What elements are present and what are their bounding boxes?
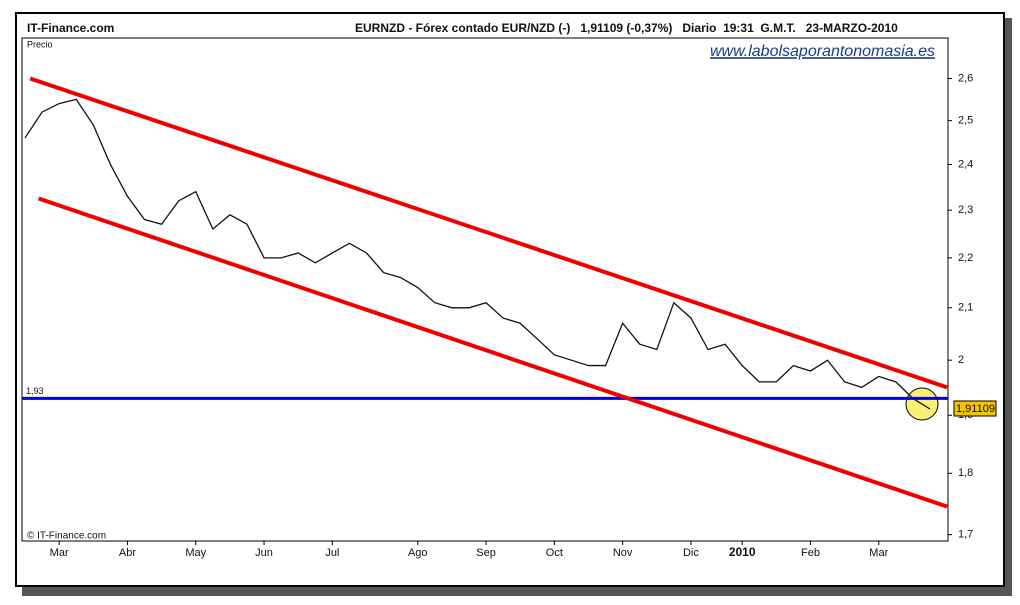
x-tick-label: May [185,547,206,559]
y-tick-label: 2,4 [958,158,973,170]
x-tick-label: Sep [476,547,496,559]
last-price-label: 1,91109 [956,403,995,415]
source: IT-Finance.com [27,21,114,35]
channel-line [29,76,948,390]
x-tick-label: 2010 [729,545,756,559]
last-price-box [953,400,997,417]
x-tick-label: Mar [869,547,888,559]
x-tick-label: Jul [325,547,339,559]
watermark: www.labolsaporantonomasia.es [710,43,935,60]
support-label: 1,93 [26,386,44,396]
y-tick-label: 2,1 [958,302,973,314]
x-tick-label: Mar [50,547,69,559]
x-tick-label: Nov [613,547,633,559]
plot-area [21,37,949,542]
price-line [24,98,931,410]
y-tick-label: 2,6 [958,72,973,84]
y-label: Precio [27,39,53,49]
x-tick-label: Abr [119,547,136,559]
x-tick-label: Jun [255,547,273,559]
chart-title: EURNZD - Fórex contado EUR/NZD (-) 1,911… [355,21,898,35]
x-tick-label: Feb [801,547,820,559]
y-tick-label: 2,3 [958,204,973,216]
x-tick-label: Dic [683,547,699,559]
channel-line [38,196,948,509]
x-tick-label: Ago [408,547,428,559]
y-tick-label: 2,5 [958,115,973,127]
y-tick-label: 1,7 [958,529,973,541]
y-tick-label: 2 [958,354,964,366]
y-tick-label: 2,2 [958,252,973,264]
x-tick-label: Oct [546,547,563,559]
y-tick-label: 1,8 [958,467,973,479]
copyright: © IT-Finance.com [27,531,106,542]
